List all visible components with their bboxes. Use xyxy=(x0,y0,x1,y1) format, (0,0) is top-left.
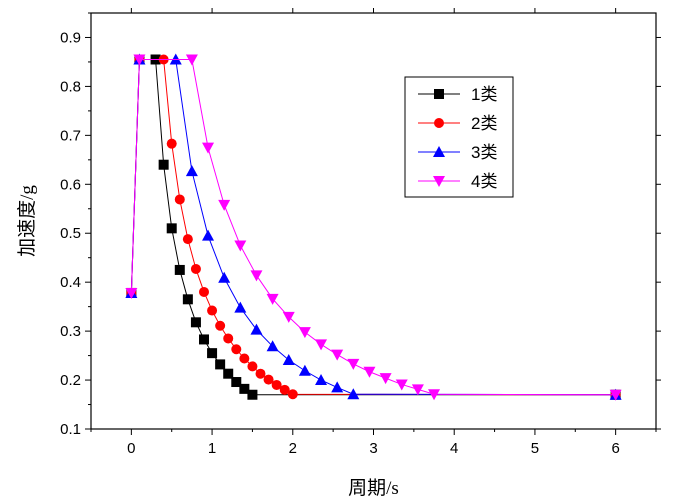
data-point xyxy=(263,374,274,385)
data-point xyxy=(202,142,215,154)
data-point xyxy=(190,263,201,274)
data-point xyxy=(166,138,177,149)
y-tick-label: 0.2 xyxy=(60,372,81,389)
data-point xyxy=(282,311,295,323)
series-line xyxy=(130,58,616,396)
legend-label: 2类 xyxy=(471,114,497,133)
data-point xyxy=(609,389,622,401)
series-line xyxy=(130,58,616,396)
legend: 1类 2类 3类 4类 xyxy=(404,76,514,198)
data-point xyxy=(231,344,242,355)
y-tick-label: 0.5 xyxy=(60,225,81,242)
y-tick-label: 0.4 xyxy=(60,274,81,291)
x-tick-label: 0 xyxy=(127,440,135,457)
data-point xyxy=(125,287,138,299)
y-tick-label: 0.9 xyxy=(60,29,81,46)
data-point xyxy=(247,361,258,372)
data-point xyxy=(411,384,424,396)
data-point xyxy=(282,353,295,365)
data-point xyxy=(207,305,218,316)
data-point xyxy=(331,349,344,361)
data-point xyxy=(315,374,328,386)
data-point xyxy=(266,293,279,305)
data-point xyxy=(223,368,234,379)
y-tick-label: 0.7 xyxy=(60,127,81,144)
data-point xyxy=(182,234,193,245)
data-point xyxy=(199,334,209,345)
axes: 0 1 2 3 4 5 6 0.1 0.2 0.3 0.4 0.5 0.6 0.7 0.8 0.9 xyxy=(60,8,661,457)
data-point xyxy=(239,353,250,364)
data-point xyxy=(166,223,177,234)
data-point xyxy=(239,383,250,394)
data-point xyxy=(250,270,263,282)
data-point xyxy=(207,348,218,359)
legend-marker xyxy=(433,146,445,157)
y-tick-label: 0.8 xyxy=(60,78,81,95)
data-point xyxy=(395,379,408,391)
data-point xyxy=(158,159,169,170)
data-point xyxy=(315,339,328,351)
series-line xyxy=(130,58,616,396)
data-point xyxy=(182,294,193,305)
data-point xyxy=(266,340,279,352)
data-point xyxy=(223,333,234,344)
data-point xyxy=(347,388,360,400)
data-point xyxy=(190,317,201,328)
y-tick-label: 0.1 xyxy=(60,421,81,438)
data-point xyxy=(247,389,258,400)
data-point xyxy=(347,358,360,370)
data-point xyxy=(133,54,146,66)
series-2 xyxy=(126,54,621,400)
data-point xyxy=(231,377,242,388)
legend-marker xyxy=(434,118,444,128)
x-tick-label: 5 xyxy=(531,440,539,457)
data-point xyxy=(363,366,376,378)
data-point xyxy=(234,240,247,252)
x-tick-label: 4 xyxy=(450,440,458,457)
data-point xyxy=(255,368,266,379)
legend-label: 1类 xyxy=(471,85,497,104)
series-3 xyxy=(125,53,622,400)
legend-marker xyxy=(434,89,444,99)
y-tick-label: 0.6 xyxy=(60,176,81,193)
data-point xyxy=(199,286,209,297)
data-point xyxy=(331,381,344,393)
legend-marker xyxy=(433,176,445,187)
y-axis-title: 加速度/g xyxy=(16,185,38,257)
data-point xyxy=(287,389,298,400)
legend-label: 4类 xyxy=(471,172,497,191)
data-point xyxy=(298,364,311,376)
data-point xyxy=(185,54,198,66)
data-point xyxy=(250,323,263,335)
data-point xyxy=(234,301,247,313)
data-point xyxy=(271,379,282,390)
data-point xyxy=(202,229,215,241)
x-tick-label: 3 xyxy=(369,440,377,457)
data-point xyxy=(218,271,231,283)
data-point xyxy=(428,389,441,401)
y-tick-label: 0.3 xyxy=(60,323,81,340)
data-point xyxy=(298,327,311,339)
series-layer xyxy=(125,53,622,401)
data-point xyxy=(379,373,392,385)
data-point xyxy=(174,264,185,275)
series-line xyxy=(130,58,616,396)
x-tick-label: 2 xyxy=(289,440,297,457)
data-point xyxy=(215,320,226,331)
x-tick-label: 1 xyxy=(208,440,216,457)
legend-box xyxy=(404,76,514,198)
data-point xyxy=(215,359,226,370)
x-axis-title: 周期/s xyxy=(348,477,399,499)
data-point xyxy=(218,199,231,211)
plot-frame xyxy=(90,12,657,430)
data-point xyxy=(185,165,198,177)
legend-label: 3类 xyxy=(471,143,497,162)
data-point xyxy=(279,384,290,395)
x-tick-label: 6 xyxy=(611,440,619,457)
series-4 xyxy=(125,54,622,401)
data-point xyxy=(174,194,185,205)
